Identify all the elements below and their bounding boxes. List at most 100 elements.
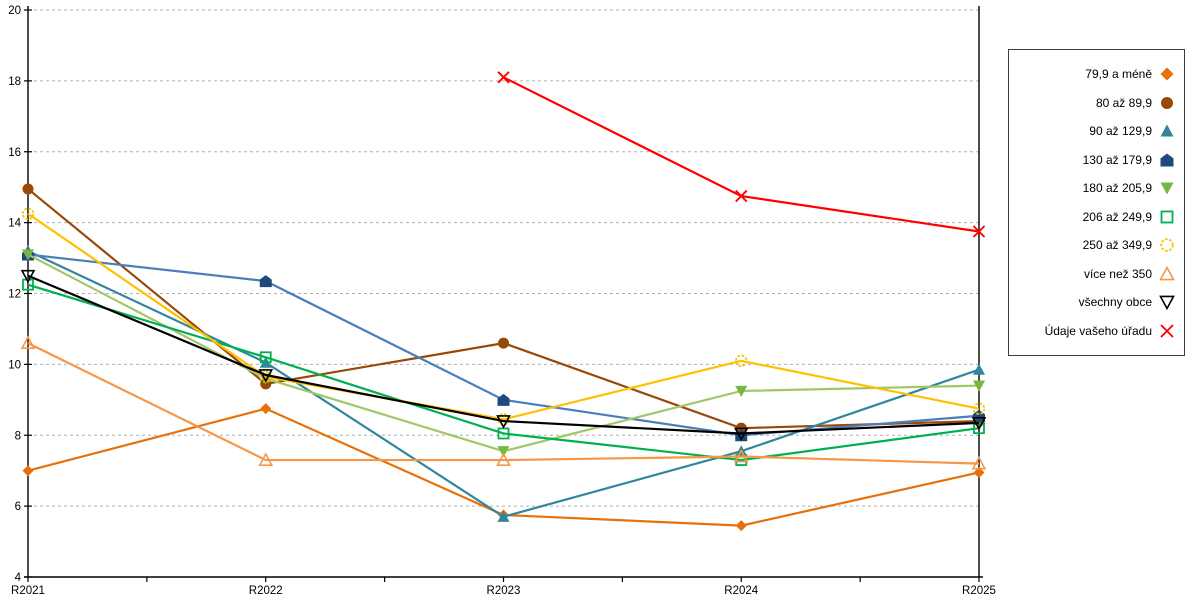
triangle-up-marker [258, 452, 274, 466]
y-tick-label: 8 [15, 430, 21, 442]
x-tick-label: R2022 [249, 585, 283, 597]
series-line [27, 188, 980, 430]
series-5 [22, 249, 985, 458]
legend-item-3: 90 až 129,9 [1013, 123, 1175, 139]
series-line [27, 212, 980, 421]
circle-dashed-marker [1160, 238, 1174, 252]
square-marker [1160, 210, 1174, 224]
triangle-up-marker [733, 448, 749, 463]
circle-dashed-marker [497, 413, 510, 426]
house-marker [497, 393, 510, 406]
x-tick-label: R2021 [11, 585, 45, 597]
legend-marker-circle-icon [1161, 96, 1173, 109]
legend-item-2: 80 až 89,9 [1013, 95, 1175, 111]
x-marker [497, 71, 510, 84]
legend-label: 90 až 129,9 [1089, 124, 1152, 139]
legend-item-1: 79,9 a méně [1013, 66, 1175, 82]
triangle-up-marker [497, 510, 510, 522]
circle-marker [1161, 96, 1173, 109]
series-line [27, 283, 980, 462]
legend-label: 79,9 a méně [1085, 67, 1152, 82]
series-line [27, 274, 980, 435]
legend-item-6: 206 až 249,9 [1013, 209, 1175, 225]
y-tick-label: 6 [15, 501, 21, 513]
triangle-up-marker [496, 452, 511, 466]
triangle-down-marker [735, 385, 748, 397]
circle-marker [22, 183, 34, 195]
triangle-down-marker [733, 427, 749, 442]
legend-label: Údaje vašeho úřadu [1044, 323, 1152, 338]
legend-item-9: všechny obce [1013, 294, 1175, 311]
legend-marker-triangle-down-icon [1160, 182, 1174, 195]
series-3 [22, 244, 985, 522]
diamond-marker [735, 520, 747, 532]
series-8 [20, 335, 987, 470]
series-9 [20, 269, 987, 442]
legend-item-10: Údaje vašeho úřadu [1013, 323, 1175, 339]
triangle-up-marker [20, 335, 36, 350]
triangle-down-marker [1160, 182, 1174, 195]
y-tick-label: 16 [8, 147, 21, 159]
y-tick-label: 10 [8, 359, 21, 371]
house-marker [1160, 153, 1174, 167]
y-tick-label: 14 [8, 218, 21, 230]
x-marker [1160, 323, 1174, 338]
triangle-up-marker [1159, 265, 1175, 280]
y-tick-label: 12 [8, 289, 21, 301]
legend-marker-diamond-icon [1160, 67, 1174, 81]
circle-dashed-marker [972, 402, 986, 415]
y-tick-label: 20 [8, 5, 21, 17]
legend-label: 130 až 179,9 [1082, 152, 1152, 167]
legend-label: 206 až 249,9 [1082, 209, 1152, 224]
diamond-marker [260, 403, 272, 415]
legend-label: všechny obce [1078, 295, 1152, 310]
circle-marker [498, 337, 509, 349]
triangle-up-marker [1160, 124, 1174, 137]
square-marker [22, 278, 34, 291]
legend-item-5: 180 až 205,9 [1013, 180, 1175, 196]
series-line [503, 76, 980, 233]
legend-marker-square-icon [1160, 210, 1174, 224]
triangle-down-marker [973, 380, 985, 392]
legend-marker-triangle-up-icon [1160, 124, 1174, 137]
square-marker [259, 351, 272, 364]
x-tick-label: R2023 [487, 585, 521, 597]
triangle-down-marker [497, 446, 510, 458]
legend-marker-circle-dashed-icon [1160, 238, 1174, 252]
legend-marker-triangle-down-icon [1159, 295, 1175, 311]
legend-label: více než 350 [1083, 266, 1152, 281]
triangle-down-marker [1159, 295, 1175, 311]
diamond-marker [1160, 67, 1174, 81]
circle-dashed-marker [21, 207, 35, 220]
circle-dashed-marker [735, 354, 748, 368]
legend-item-8: více než 350 [1013, 265, 1175, 282]
series-6 [22, 278, 985, 466]
diamond-marker [22, 465, 34, 477]
legend-marker-x-icon [1160, 323, 1174, 338]
legend-label: 250 až 349,9 [1082, 238, 1152, 253]
triangle-down-marker [20, 269, 36, 284]
x-marker [972, 225, 986, 238]
triangle-up-marker [971, 455, 987, 470]
x-tick-label: R2024 [724, 585, 758, 597]
y-tick-label: 4 [15, 572, 22, 584]
x-tick-label: R2025 [962, 585, 996, 597]
legend-marker-house-icon [1160, 153, 1174, 167]
triangle-up-marker [973, 363, 985, 375]
y-tick-label: 18 [8, 76, 21, 88]
house-marker [259, 275, 272, 288]
legend-label: 80 až 89,9 [1095, 95, 1152, 110]
legend-label: 180 až 205,9 [1082, 181, 1152, 196]
triangle-down-marker [22, 249, 34, 261]
triangle-down-marker [258, 369, 274, 383]
x-marker [735, 189, 748, 203]
triangle-down-marker [496, 415, 511, 429]
legend: 79,9 a méně 80 až 89,9 90 až 129,9 130 až 1… [1008, 49, 1185, 356]
diamond-marker [973, 466, 985, 478]
series-line [27, 342, 980, 465]
series-line [27, 249, 980, 518]
legend-marker-triangle-up-icon [1159, 265, 1175, 280]
triangle-down-marker [971, 416, 987, 431]
